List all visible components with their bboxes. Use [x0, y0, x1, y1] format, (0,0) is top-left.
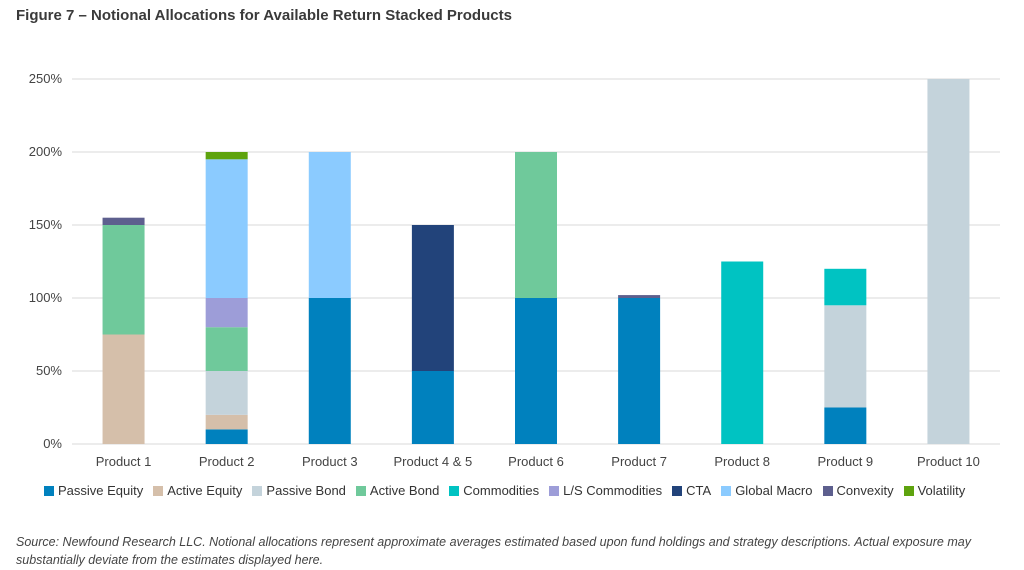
legend-swatch — [44, 485, 54, 496]
legend-label: CTA — [686, 483, 712, 498]
bar-segment-global-macro — [205, 159, 248, 298]
legend-swatch — [355, 485, 366, 496]
legend-swatch — [822, 485, 833, 496]
bar-segment-l-s-commodities — [205, 298, 248, 328]
bar-segment-passive-equity — [515, 298, 557, 444]
bar-segment-passive-equity — [824, 407, 867, 444]
x-tick-label: Product 2 — [199, 454, 255, 469]
bar-segment-convexity — [102, 217, 145, 225]
bar-segment-active-bond — [205, 327, 248, 371]
bar-segment-cta — [411, 225, 454, 371]
legend-item: Convexity — [822, 483, 894, 498]
legend-label: Passive Bond — [266, 483, 346, 498]
x-tick-label: Product 4 & 5 — [393, 454, 472, 469]
legend-swatch — [449, 485, 460, 496]
bar-segment-global-macro — [308, 152, 351, 298]
x-tick-label: Product 3 — [302, 454, 358, 469]
legend-swatch — [549, 485, 560, 496]
y-tick-label: 100% — [29, 290, 63, 305]
bar-segment-passive-equity — [205, 429, 248, 444]
bar-segment-volatility — [205, 152, 248, 160]
legend-label: L/S Commodities — [563, 483, 663, 498]
legend-label: Convexity — [836, 483, 894, 498]
legend-label: Commodities — [463, 483, 540, 498]
legend-item: Passive Equity — [44, 483, 143, 498]
legend-swatch — [252, 485, 263, 496]
bar-segment-passive-bond — [927, 79, 970, 444]
legend-item: Active Bond — [355, 483, 440, 498]
bar-segment-passive-equity — [308, 298, 351, 444]
bar-segment-active-equity — [102, 334, 145, 444]
legend-swatch — [672, 485, 683, 496]
chart-plot: 0% 50% 100% 150% 200% 250% Product 1 Product 2 P… — [29, 71, 1000, 469]
bar-segment-active-equity — [205, 414, 248, 430]
y-tick-label: 0% — [43, 436, 62, 451]
y-tick-label: 250% — [29, 71, 63, 86]
source-note: Source: Newfound Research LLC. Notional … — [16, 535, 971, 567]
x-tick-label: Product 1 — [96, 454, 152, 469]
legend-label: Passive Equity — [58, 483, 144, 498]
legend-item: Global Macro — [721, 483, 813, 498]
bar-segment-convexity — [618, 295, 661, 298]
legend-item: Passive Bond — [252, 483, 346, 498]
legend-item: Commodities — [449, 483, 539, 498]
bar-segment-active-bond — [515, 152, 557, 298]
x-tick-label: Product 10 — [917, 454, 980, 469]
legend-item: CTA — [672, 483, 711, 498]
legend-label: Global Macro — [735, 483, 813, 498]
bar-segment-active-bond — [102, 225, 145, 335]
bar-segment-commodities — [824, 268, 867, 306]
bar-segment-passive-bond — [205, 371, 248, 415]
legend-label: Volatility — [917, 483, 966, 498]
y-tick-label: 50% — [36, 363, 62, 378]
bar-segment-commodities — [721, 261, 764, 444]
legend-swatch — [721, 485, 732, 496]
legend-item: Volatility — [903, 483, 966, 498]
legend-label: Active Bond — [369, 483, 440, 498]
x-tick-label: Product 8 — [714, 454, 770, 469]
bar-segment-passive-equity — [411, 371, 454, 444]
legend-swatch — [153, 485, 164, 496]
legend-swatch — [903, 485, 914, 496]
x-tick-label: Product 6 — [508, 454, 564, 469]
chart-title: Figure 7 – Notional Allocations for Avai… — [16, 7, 512, 24]
x-tick-label: Product 9 — [818, 454, 874, 469]
legend-item: Active Equity — [153, 483, 242, 498]
bar-segment-passive-bond — [824, 305, 867, 408]
y-tick-label: 150% — [29, 217, 63, 232]
legend-item: L/S Commodities — [549, 483, 662, 498]
x-tick-label: Product 7 — [611, 454, 667, 469]
legend-label: Active Equity — [167, 483, 243, 498]
legend: Passive Equity Active Equity Passive Bond A… — [44, 483, 965, 498]
bar-segment-passive-equity — [618, 298, 661, 444]
y-tick-label: 200% — [29, 144, 63, 159]
